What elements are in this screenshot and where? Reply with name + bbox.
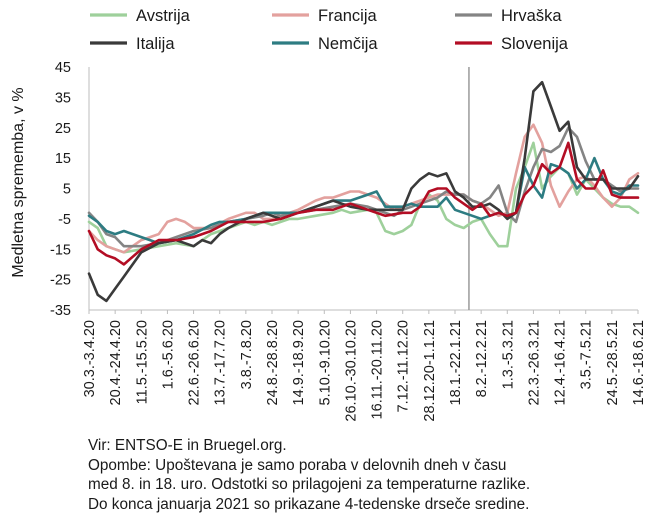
y-tick-label: 25 <box>55 121 71 137</box>
x-tick-label: 14.9.-18.9.20 <box>291 320 307 405</box>
legend-label: Nemčija <box>318 35 378 53</box>
y-tick-label: -35 <box>50 303 71 319</box>
chart-notes: Vir: ENTSO-E in Bruegel.org. Opombe: Upo… <box>88 436 648 514</box>
x-tick-label: 30.3.-3.4.20 <box>82 320 98 397</box>
x-tick-label: 11.5.-15.5.20 <box>134 320 150 404</box>
x-tick-label: 3.8.-7.8.20 <box>239 320 255 389</box>
y-tick-label: 45 <box>55 60 71 76</box>
notes-line-3: Do konca januarja 2021 so prikazane 4-te… <box>88 495 530 513</box>
legend-label: Francija <box>318 7 378 25</box>
x-tick-label: 13.7.-17.7.20 <box>213 320 229 405</box>
x-tick-label: 22.3.-26.3.21 <box>526 320 542 405</box>
x-tick-label: 7.12.-11.12.20 <box>396 320 412 412</box>
x-tick-label: 22.6.-26.6.20 <box>187 320 203 405</box>
x-tick-label: 3.5.-7.5.21 <box>579 320 595 389</box>
x-tick-label: 1.3.-5.3.21 <box>500 320 516 389</box>
x-tick-label: 24.5.-28.5.21 <box>605 320 621 405</box>
y-tick-label: 5 <box>63 182 71 198</box>
y-tick-label: -5 <box>58 212 71 228</box>
legend-label: Avstrija <box>136 7 191 25</box>
series-line <box>87 141 640 266</box>
series-line <box>87 80 640 303</box>
legend-label: Slovenija <box>501 35 569 53</box>
y-tick-label: 15 <box>55 151 71 167</box>
notes-line-1: Opombe: Upoštevana je samo poraba v delo… <box>88 456 507 474</box>
series-line <box>87 156 640 245</box>
x-tick-label: 24.8.-28.8.20 <box>265 320 281 405</box>
y-tick-label: 35 <box>55 90 71 106</box>
notes-line-2: med 8. in 18. uro. Odstotki so prilagoje… <box>88 476 531 494</box>
x-tick-label: 8.2.-12.2.21 <box>474 320 490 397</box>
x-tick-label: 18.1.-22.1.21 <box>448 320 464 405</box>
y-tick-label: -25 <box>50 273 71 289</box>
x-tick-label: 1.6.-5.6.20 <box>160 320 176 389</box>
series-line <box>87 126 640 248</box>
x-tick-label: 20.4.-24.4.20 <box>108 320 124 405</box>
x-tick-label: 16.11.-20.11.20 <box>370 320 386 419</box>
legend-label: Hrvaška <box>501 7 562 25</box>
legend-label: Italija <box>136 35 175 53</box>
series-line <box>87 123 640 254</box>
x-tick-label: 14.6.-18.6.21 <box>631 320 647 405</box>
x-tick-label: 28.12.20-1.1.21 <box>422 320 438 422</box>
x-tick-label: 5.10.-9.10.20 <box>317 320 333 405</box>
line-chart: 45 35 25 15 5 -5 -15 -25 -35 Medletna sprememba, … <box>10 7 647 422</box>
source-note: Vir: ENTSO-E in Bruegel.org. <box>88 437 287 454</box>
y-tick-label: -15 <box>50 242 71 258</box>
x-tick-label: 26.10.-30.10.20 <box>343 320 359 422</box>
y-axis-label: Medletna sprememba, v % <box>10 87 27 277</box>
x-tick-label: 12.4.-16.4.21 <box>553 320 569 405</box>
